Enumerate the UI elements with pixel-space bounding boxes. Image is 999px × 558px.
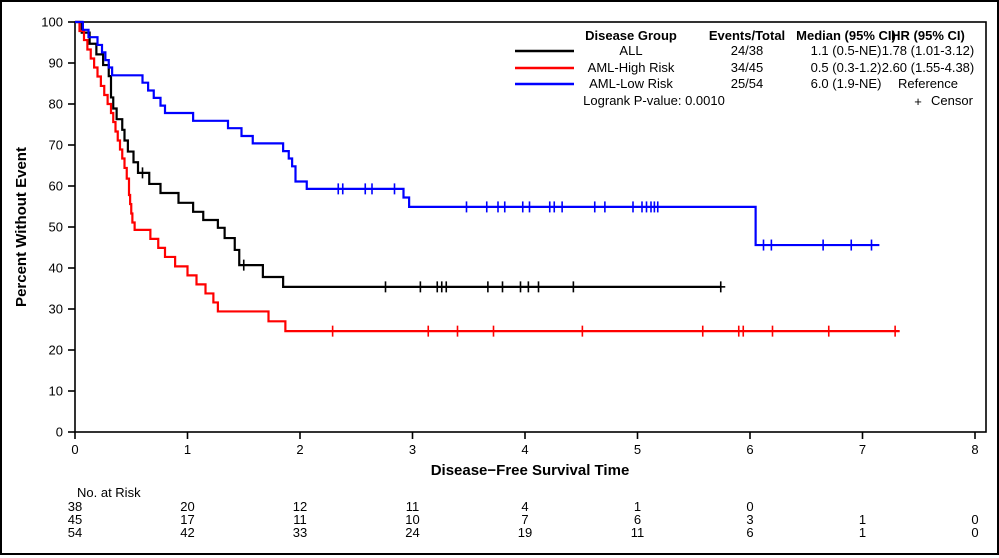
y-tick-label: 30 xyxy=(49,302,63,317)
censor-plus-icon: + xyxy=(914,94,922,109)
at-risk-value: 1 xyxy=(859,525,866,540)
at-risk-value: 4 xyxy=(521,499,528,514)
at-risk-value: 17 xyxy=(180,512,194,527)
legend-events-all: 24/38 xyxy=(731,43,764,58)
y-axis-title: Percent Without Event xyxy=(13,147,30,307)
at-risk-value: 6 xyxy=(746,525,753,540)
x-tick-label: 4 xyxy=(521,442,528,457)
at-risk-value: 0 xyxy=(746,499,753,514)
legend-events-aml-high: 34/45 xyxy=(731,60,764,75)
x-tick-label: 3 xyxy=(409,442,416,457)
censor-marks xyxy=(138,167,900,337)
y-tick-label: 50 xyxy=(49,220,63,235)
at-risk-value: 3 xyxy=(746,512,753,527)
legend-hr-aml-low: Reference xyxy=(898,76,958,91)
y-tick-label: 10 xyxy=(49,384,63,399)
km-curve-all xyxy=(75,20,721,288)
at-risk-table: 38 20 12 11 4 1 045 17 11 10 7 6 3 1 054 42 33 24 19 11 6 1 0 xyxy=(68,499,979,540)
legend-events-aml-low: 25/54 xyxy=(731,76,764,91)
legend-label-aml-low: AML-Low Risk xyxy=(589,76,673,91)
at-risk-value: 45 xyxy=(68,512,82,527)
y-tick-label: 0 xyxy=(56,425,63,440)
at-risk-value: 38 xyxy=(68,499,82,514)
legend-censor-label: Censor xyxy=(931,93,974,108)
legend-logrank: Logrank P-value: 0.0010 xyxy=(583,93,725,108)
y-tick-label: 20 xyxy=(49,343,63,358)
legend-hr-all: 1.78 (1.01-3.12) xyxy=(882,43,975,58)
axis-ticks: 0 10 20 30 40 50 60 70 80 90 100 0 1 2 3 4 5 6 7 8 xyxy=(41,15,978,458)
at-risk-title: No. at Risk xyxy=(77,485,141,500)
at-risk-value: 20 xyxy=(180,499,194,514)
at-risk-value: 11 xyxy=(631,525,645,540)
at-risk-value: 1 xyxy=(634,499,641,514)
x-tick-label: 5 xyxy=(634,442,641,457)
at-risk-value: 19 xyxy=(518,525,532,540)
at-risk-value: 6 xyxy=(634,512,641,527)
at-risk-value: 54 xyxy=(68,525,82,540)
at-risk-value: 0 xyxy=(971,525,978,540)
y-tick-label: 40 xyxy=(49,261,63,276)
at-risk-value: 42 xyxy=(180,525,194,540)
survival-curves xyxy=(75,20,900,333)
legend-label-all: ALL xyxy=(619,43,642,58)
at-risk-value: 1 xyxy=(859,512,866,527)
at-risk-value: 10 xyxy=(405,512,419,527)
at-risk-value: 33 xyxy=(293,525,307,540)
legend-median-all: 1.1 (0.5-NE) xyxy=(811,43,882,58)
at-risk-value: 12 xyxy=(293,499,307,514)
at-risk-value: 11 xyxy=(406,499,420,514)
km-curve-aml-low-risk xyxy=(75,20,880,247)
km-curve-aml-high-risk xyxy=(75,20,900,333)
y-tick-label: 60 xyxy=(49,179,63,194)
at-risk-value: 11 xyxy=(293,512,307,527)
y-tick-label: 70 xyxy=(49,138,63,153)
legend-hr-aml-high: 2.60 (1.55-4.38) xyxy=(882,60,975,75)
at-risk-value: 0 xyxy=(971,512,978,527)
legend-header-hr: HR (95% CI) xyxy=(891,28,965,43)
legend-header-median: Median (95% CI) xyxy=(796,28,896,43)
legend-median-aml-high: 0.5 (0.3-1.2) xyxy=(811,60,882,75)
x-tick-label: 0 xyxy=(71,442,78,457)
legend-label-aml-high: AML-High Risk xyxy=(588,60,675,75)
legend-header-group: Disease Group xyxy=(585,28,677,43)
at-risk-value: 7 xyxy=(521,512,528,527)
at-risk-value: 24 xyxy=(405,525,419,540)
y-tick-label: 80 xyxy=(49,97,63,112)
x-tick-label: 6 xyxy=(746,442,753,457)
legend: Disease Group Events/Total Median (95% C… xyxy=(515,28,974,109)
legend-header-events: Events/Total xyxy=(709,28,785,43)
x-tick-label: 7 xyxy=(859,442,866,457)
x-tick-label: 8 xyxy=(971,442,978,457)
x-tick-label: 1 xyxy=(184,442,191,457)
x-tick-label: 2 xyxy=(296,442,303,457)
y-tick-label: 90 xyxy=(49,56,63,71)
y-tick-label: 100 xyxy=(41,15,63,30)
legend-median-aml-low: 6.0 (1.9-NE) xyxy=(811,76,882,91)
x-axis-title: Disease−Free Survival Time xyxy=(431,462,630,479)
